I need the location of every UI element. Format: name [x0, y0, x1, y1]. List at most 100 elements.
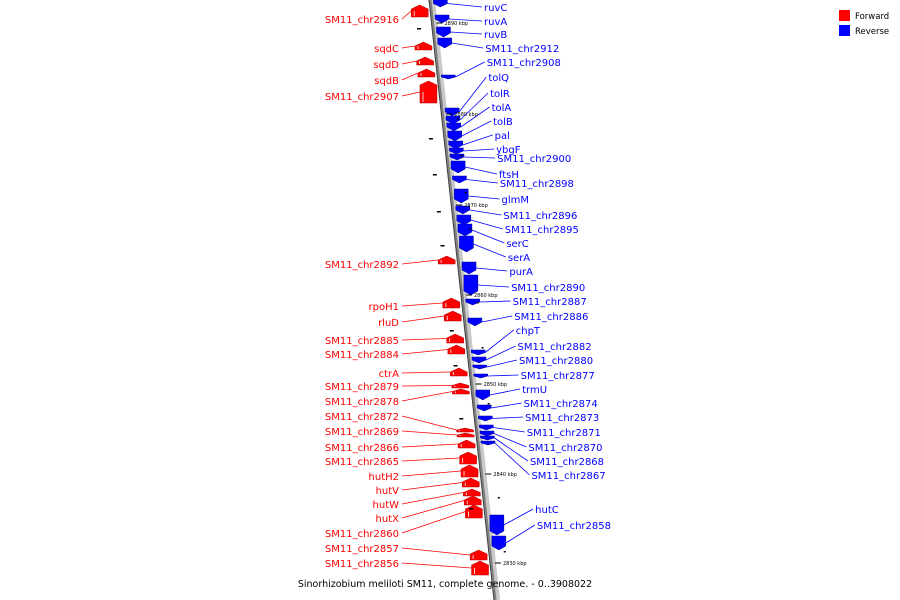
reverse-gene-label[interactable]: ruvB	[484, 30, 507, 41]
forward-gene-label[interactable]: SM11_chr2869	[325, 427, 399, 438]
forward-gene-block[interactable]	[459, 451, 477, 465]
reverse-gene-sm11-chr2873[interactable]: SM11_chr2873	[478, 413, 599, 424]
forward-gene-block[interactable]	[419, 80, 438, 104]
forward-gene-block[interactable]	[446, 333, 464, 344]
reverse-gene-ruvc[interactable]: ruvC	[433, 0, 507, 14]
reverse-gene-ruva[interactable]: ruvA	[434, 14, 507, 28]
forward-gene-label[interactable]: hutX	[376, 514, 400, 525]
forward-gene-block[interactable]	[417, 68, 436, 78]
forward-gene-label[interactable]: SM11_chr2866	[325, 443, 399, 454]
reverse-gene-sm11-chr2867[interactable]: SM11_chr2867	[480, 440, 606, 482]
reverse-gene-label[interactable]: SM11_chr2900	[497, 154, 571, 165]
reverse-gene-label[interactable]: SM11_chr2877	[521, 371, 595, 382]
forward-gene-ctra[interactable]: ctrA	[379, 367, 468, 380]
reverse-gene-sm11-chr2890[interactable]: SM11_chr2890	[463, 274, 585, 296]
reverse-gene-label[interactable]: SM11_chr2870	[528, 443, 602, 454]
reverse-gene-block[interactable]	[455, 205, 470, 215]
reverse-gene-label[interactable]: purA	[509, 267, 533, 278]
reverse-gene-hutc[interactable]: hutC	[489, 505, 559, 536]
reverse-gene-block[interactable]	[471, 356, 487, 364]
forward-gene-sm11-chr2907[interactable]: SM11_chr2907	[325, 80, 438, 104]
reverse-gene-label[interactable]: SM11_chr2898	[500, 179, 574, 190]
reverse-gene-label[interactable]: ftsH	[499, 170, 519, 181]
forward-gene-sm11-chr2869[interactable]: SM11_chr2869	[325, 427, 475, 438]
reverse-gene-tola[interactable]: tolA	[446, 103, 512, 132]
reverse-gene-block[interactable]	[449, 147, 464, 155]
reverse-gene-label[interactable]: SM11_chr2871	[527, 428, 601, 439]
forward-gene-rlud[interactable]: rluD	[378, 310, 462, 329]
reverse-gene-sm11-chr2898[interactable]: SM11_chr2898	[452, 175, 574, 190]
reverse-gene-label[interactable]: SM11_chr2895	[505, 225, 579, 236]
reverse-gene-ybgf[interactable]: ybgF	[449, 145, 521, 156]
reverse-gene-label[interactable]: trmU	[522, 385, 547, 396]
forward-gene-label[interactable]: sqdD	[373, 60, 399, 71]
reverse-gene-label[interactable]: serC	[506, 239, 528, 250]
forward-gene-sm11-chr2884[interactable]: SM11_chr2884	[325, 344, 466, 361]
forward-gene-sqdc[interactable]: sqdC	[374, 41, 433, 55]
reverse-gene-sm11-chr2886[interactable]: SM11_chr2886	[467, 312, 588, 327]
forward-gene-label[interactable]: hutW	[373, 500, 400, 511]
forward-gene-sm11-chr2860[interactable]: SM11_chr2860	[325, 504, 483, 540]
reverse-gene-block[interactable]	[475, 389, 491, 401]
reverse-gene-sm11-chr2870[interactable]: SM11_chr2870	[479, 430, 603, 454]
reverse-gene-sm11-chr2895[interactable]: SM11_chr2895	[456, 214, 579, 236]
reverse-gene-ruvb[interactable]: ruvB	[436, 26, 507, 41]
reverse-gene-sm11-chr2880[interactable]: SM11_chr2880	[472, 356, 593, 370]
forward-gene-block[interactable]	[465, 504, 483, 519]
reverse-gene-label[interactable]: ruvC	[484, 3, 507, 14]
reverse-gene-sm11-chr2900[interactable]: SM11_chr2900	[449, 153, 571, 165]
reverse-gene-block[interactable]	[433, 0, 448, 8]
reverse-gene-block[interactable]	[470, 349, 486, 356]
reverse-gene-label[interactable]: SM11_chr2887	[513, 297, 587, 308]
reverse-gene-label[interactable]: SM11_chr2882	[517, 342, 591, 353]
reverse-gene-sm11-chr2874[interactable]: SM11_chr2874	[476, 399, 598, 412]
reverse-gene-block[interactable]	[489, 514, 505, 536]
reverse-gene-chpt[interactable]: chpT	[470, 326, 541, 356]
reverse-gene-label[interactable]: SM11_chr2873	[525, 413, 599, 424]
forward-gene-block[interactable]	[456, 432, 475, 438]
reverse-gene-sm11-chr2882[interactable]: SM11_chr2882	[471, 342, 592, 364]
reverse-gene-block[interactable]	[459, 235, 474, 253]
reverse-gene-tolr[interactable]: tolR	[445, 89, 510, 125]
forward-gene-rpoh1[interactable]: rpoH1	[369, 297, 461, 313]
reverse-gene-block[interactable]	[478, 415, 493, 422]
reverse-gene-sm11-chr2868[interactable]: SM11_chr2868	[480, 435, 604, 468]
reverse-gene-label[interactable]: ybgF	[496, 145, 521, 156]
reverse-gene-sm11-chr2871[interactable]: SM11_chr2871	[479, 424, 601, 439]
reverse-gene-serc[interactable]: serC	[457, 223, 529, 250]
forward-gene-sm11-chr2892[interactable]: SM11_chr2892	[325, 255, 456, 271]
reverse-gene-label[interactable]: tolQ	[488, 73, 509, 84]
forward-gene-hutx[interactable]: hutX	[376, 495, 482, 525]
reverse-gene-label[interactable]: tolR	[490, 89, 510, 100]
forward-gene-block[interactable]	[460, 464, 479, 478]
forward-gene-block[interactable]	[463, 495, 482, 506]
forward-gene-block[interactable]	[457, 439, 476, 449]
forward-gene-label[interactable]: hutH2	[369, 472, 399, 483]
forward-gene-label[interactable]: SM11_chr2907	[325, 92, 399, 103]
forward-gene-label[interactable]: rluD	[378, 318, 399, 329]
reverse-gene-sm11-chr2858[interactable]: SM11_chr2858	[491, 521, 611, 551]
reverse-gene-block[interactable]	[448, 140, 463, 150]
reverse-gene-label[interactable]: chpT	[516, 326, 541, 337]
reverse-gene-block[interactable]	[450, 160, 466, 174]
reverse-gene-block[interactable]	[465, 298, 480, 306]
reverse-gene-sera[interactable]: serA	[459, 235, 530, 264]
reverse-gene-block[interactable]	[457, 223, 473, 237]
reverse-gene-label[interactable]: SM11_chr2912	[485, 44, 559, 55]
forward-gene-label[interactable]: sqdC	[374, 44, 399, 55]
forward-gene-block[interactable]	[416, 56, 434, 66]
forward-gene-label[interactable]: SM11_chr2872	[325, 412, 399, 423]
reverse-gene-block[interactable]	[437, 37, 452, 49]
reverse-gene-pal[interactable]: pal	[448, 131, 510, 150]
forward-gene-sm11-chr2865[interactable]: SM11_chr2865	[325, 451, 477, 468]
forward-gene-sqdd[interactable]: sqdD	[373, 56, 434, 71]
forward-gene-label[interactable]: SM11_chr2884	[325, 350, 399, 361]
reverse-gene-block[interactable]	[467, 317, 483, 327]
reverse-gene-block[interactable]	[479, 424, 494, 431]
reverse-gene-glmm[interactable]: glmM	[453, 188, 529, 206]
forward-gene-sm11-chr2916[interactable]: SM11_chr2916	[325, 4, 429, 26]
reverse-gene-tolb[interactable]: tolB	[447, 117, 513, 142]
reverse-gene-block[interactable]	[445, 115, 461, 125]
forward-gene-block[interactable]	[414, 41, 433, 51]
forward-gene-block[interactable]	[463, 488, 481, 497]
